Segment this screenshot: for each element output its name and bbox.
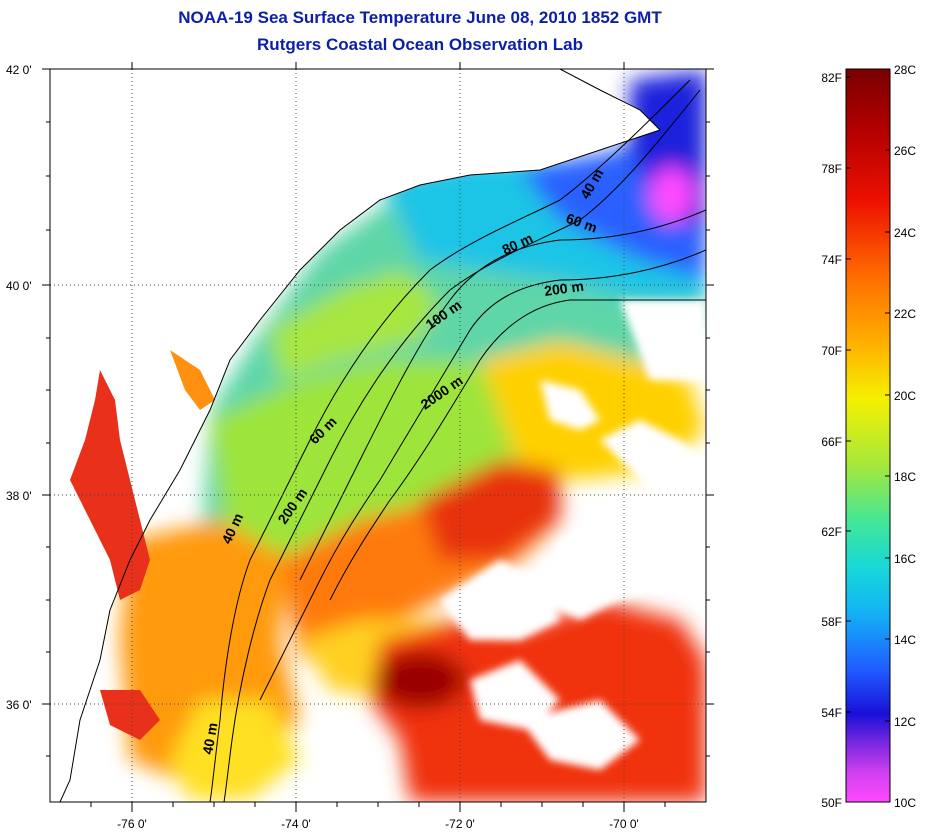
colorbar-c-label: 10C <box>894 796 916 810</box>
colorbar-c-label: 24C <box>894 226 916 240</box>
colorbar-c-label: 18C <box>894 470 916 484</box>
colorbar-f-label: 74F <box>821 253 842 267</box>
lat-tick-label: 40 0' <box>6 279 32 293</box>
colorbar-c-label: 14C <box>894 633 916 647</box>
colorbar-f-label: 54F <box>821 706 842 720</box>
map-title: NOAA-19 Sea Surface Temperature June 08,… <box>178 8 662 27</box>
contour-label: 200 m <box>543 278 585 299</box>
map-subtitle: Rutgers Coastal Ocean Observation Lab <box>257 35 583 54</box>
lon-tick-label: -70 0' <box>609 817 639 831</box>
colorbar-c-label: 22C <box>894 307 916 321</box>
longitude-labels: -76 0' -74 0' -72 0' -70 0' <box>117 817 639 831</box>
colorbar-f-label: 70F <box>821 344 842 358</box>
colorbar-f-label: 58F <box>821 615 842 629</box>
colorbar-f-label: 62F <box>821 525 842 539</box>
lon-tick-label: -74 0' <box>281 817 311 831</box>
colorbar-c-label: 20C <box>894 389 916 403</box>
colorbar-gradient <box>845 68 891 803</box>
colorbar-c-label: 12C <box>894 715 916 729</box>
lat-tick-label: 38 0' <box>6 489 32 503</box>
colorbar-c-label: 28C <box>894 63 916 77</box>
colorbar: 82F 78F 74F 70F 66F 62F 58F 54F 50F 28C … <box>821 63 916 810</box>
colorbar-f-label: 66F <box>821 435 842 449</box>
latitude-labels: 42 0' 40 0' 38 0' 36 0' <box>6 63 32 712</box>
colorbar-c-label: 16C <box>894 552 916 566</box>
map-frame <box>42 62 714 812</box>
colorbar-f-label: 78F <box>821 162 842 176</box>
lon-tick-label: -72 0' <box>445 817 475 831</box>
colorbar-f-label: 82F <box>821 71 842 85</box>
lat-tick-label: 36 0' <box>6 698 32 712</box>
lat-tick-label: 42 0' <box>6 63 32 77</box>
lon-tick-label: -76 0' <box>117 817 147 831</box>
sst-raster <box>50 69 706 802</box>
contour-label: 40 m <box>199 721 220 755</box>
colorbar-f-label: 50F <box>821 796 842 810</box>
colorbar-c-label: 26C <box>894 144 916 158</box>
